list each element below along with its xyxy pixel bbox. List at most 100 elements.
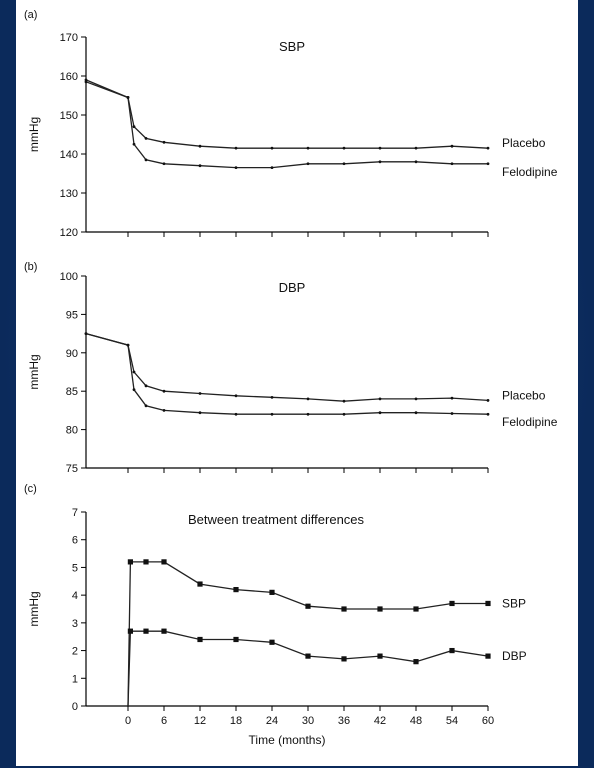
chart-title: Between treatment differences <box>188 512 365 527</box>
data-point <box>84 80 88 84</box>
data-point <box>305 603 311 609</box>
data-point <box>162 389 166 393</box>
figure-panel: (a) SBP 120 130 140 150 160 170 mmHg Placebo Felod… <box>16 0 578 766</box>
data-point <box>161 628 167 634</box>
y-axis-title: mmHg <box>27 354 41 389</box>
data-point <box>132 125 136 129</box>
data-point <box>414 160 418 164</box>
data-point <box>132 388 136 392</box>
data-point <box>198 144 202 148</box>
data-point <box>234 146 238 150</box>
y-tick-label: 170 <box>60 32 78 44</box>
series-label-felodipine: Felodipine <box>502 165 558 179</box>
data-point <box>144 404 148 408</box>
data-point <box>486 146 490 150</box>
y-tick-label: 5 <box>72 562 78 574</box>
data-point <box>270 146 274 150</box>
data-point <box>234 394 238 398</box>
data-point <box>413 606 419 612</box>
data-point <box>486 412 490 416</box>
data-point <box>270 166 274 170</box>
x-tick-label: 30 <box>302 715 314 727</box>
data-point <box>450 412 454 415</box>
x-tick-label: 60 <box>482 715 494 727</box>
data-point <box>341 606 347 612</box>
y-tick-label: 2 <box>72 646 78 658</box>
data-point <box>270 412 274 416</box>
y-axis-title: mmHg <box>27 591 41 626</box>
data-point <box>377 653 383 659</box>
series-line-felodipine <box>85 81 488 169</box>
data-point <box>127 559 133 565</box>
y-tick-label: 95 <box>66 309 78 321</box>
y-tick-label: 160 <box>60 71 78 83</box>
y-tick-label: 3 <box>72 618 78 630</box>
data-point <box>485 600 491 607</box>
data-point <box>414 146 418 150</box>
data-point <box>162 140 166 144</box>
data-point <box>132 370 136 374</box>
data-point <box>486 399 490 402</box>
y-tick-label: 140 <box>60 149 78 161</box>
data-point <box>306 412 310 416</box>
series-line-sbp <box>127 561 488 707</box>
data-point <box>377 606 383 612</box>
x-tick-label: 18 <box>230 715 242 727</box>
data-point <box>342 146 346 150</box>
y-tick-label: 120 <box>60 227 78 239</box>
data-point <box>378 397 382 401</box>
panel-tag: (c) <box>24 483 37 495</box>
data-point <box>486 162 490 166</box>
y-tick-label: 130 <box>60 188 78 200</box>
chart-1: (b) DBP 75 80 85 90 95 100 mmHg Placebo Felodipine <box>24 261 558 475</box>
data-point <box>413 659 419 665</box>
data-point <box>341 656 347 662</box>
data-point <box>161 559 167 565</box>
chart-title: SBP <box>279 39 305 54</box>
data-point <box>233 636 239 643</box>
data-point <box>378 160 382 164</box>
panel-tag: (a) <box>24 9 37 21</box>
data-point <box>306 397 310 401</box>
y-tick-label: 100 <box>60 271 78 283</box>
y-tick-label: 80 <box>66 425 78 437</box>
x-tick-label: 12 <box>194 715 206 727</box>
y-tick-label: 75 <box>66 463 78 475</box>
y-tick-label: 85 <box>66 386 78 398</box>
data-point <box>127 628 133 634</box>
series-line-placebo <box>85 79 489 149</box>
data-point <box>198 164 202 168</box>
data-point <box>450 144 454 148</box>
series-line-felodipine <box>85 332 489 415</box>
panel-tag: (b) <box>24 261 37 273</box>
chart-title: DBP <box>279 280 306 295</box>
data-point <box>269 639 275 645</box>
data-point <box>234 166 238 170</box>
y-tick-label: 6 <box>72 535 78 547</box>
series-label-placebo: Placebo <box>502 388 546 402</box>
data-point <box>143 628 149 634</box>
data-point <box>342 162 346 166</box>
data-point <box>198 411 202 415</box>
x-tick-label: 48 <box>410 715 422 727</box>
chart-2: (c)Between treatment differences01234567… <box>24 483 527 747</box>
series-label-placebo: Placebo <box>502 136 546 150</box>
y-axis-title: mmHg <box>27 117 41 152</box>
data-point <box>126 96 130 99</box>
y-tick-label: 150 <box>60 110 78 122</box>
data-point <box>162 162 166 166</box>
data-point <box>198 392 202 395</box>
data-point <box>197 636 203 643</box>
series-line-dbp <box>127 630 489 707</box>
data-point <box>162 409 166 412</box>
data-point <box>378 411 382 415</box>
y-tick-label: 90 <box>66 348 78 360</box>
y-tick-label: 1 <box>72 673 78 685</box>
x-tick-label: 54 <box>446 715 458 727</box>
data-point <box>342 412 346 416</box>
data-point <box>450 162 454 166</box>
data-point <box>449 647 455 654</box>
series-label-dbp: DBP <box>502 649 527 663</box>
series-label-felodipine: Felodipine <box>502 415 558 429</box>
